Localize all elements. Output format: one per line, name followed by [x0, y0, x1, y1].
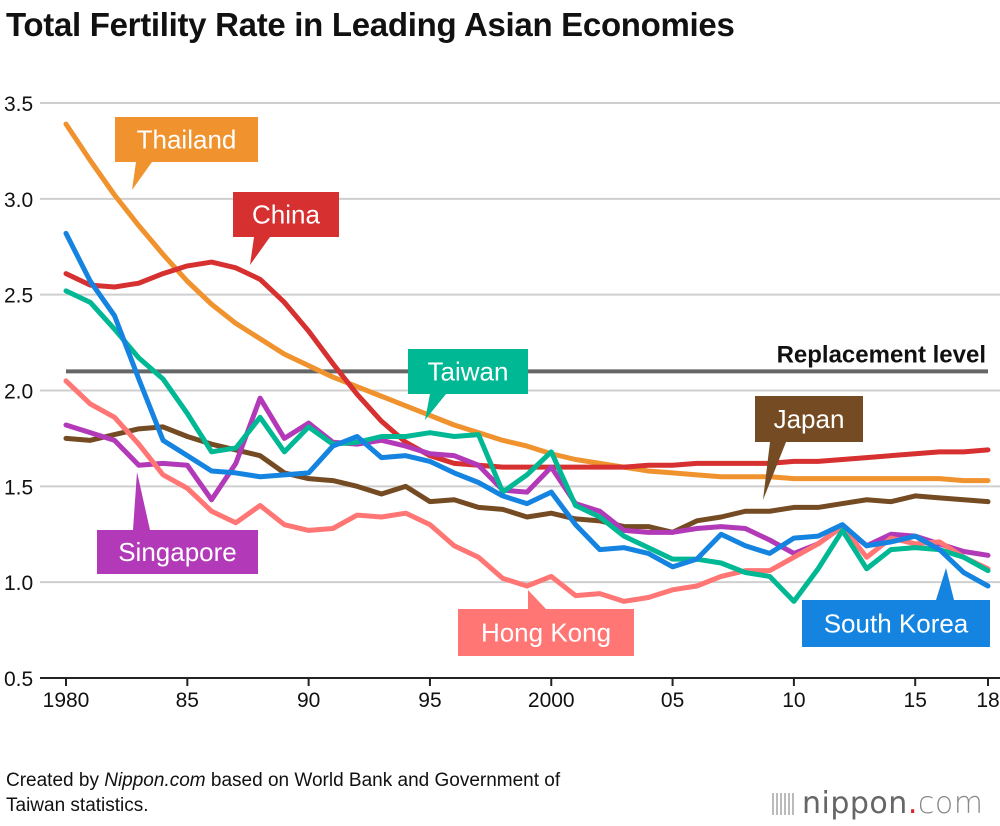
legend-label-thailand: Thailand [137, 125, 237, 155]
callout-box [97, 530, 258, 574]
y-tick-label: 3.5 [4, 93, 33, 116]
callout-south-korea: South Korea [802, 568, 990, 647]
callout-singapore: Singapore [97, 472, 258, 574]
series-line-hong-kong [63, 378, 991, 604]
y-tick-label: 3.0 [4, 189, 33, 212]
y-tick-label: 1.5 [4, 476, 33, 499]
x-tick-label: 1980 [43, 689, 90, 712]
callout-pointer [132, 162, 152, 190]
callout-pointer [425, 394, 446, 420]
callout-pointer [763, 442, 786, 500]
series-line-china [63, 259, 991, 470]
x-tick-label: 18 [976, 689, 999, 712]
callout-china: China [233, 192, 339, 265]
callout-box [233, 192, 339, 237]
x-tick-label: 95 [418, 689, 441, 712]
legend-label-hong-kong: Hong Kong [481, 618, 611, 648]
y-tick-label: 2.0 [4, 381, 33, 404]
legend-label-china: China [252, 200, 320, 230]
y-tick-label: 0.5 [4, 668, 33, 691]
x-tick-label: 2000 [528, 689, 575, 712]
callout-japan: Japan [755, 396, 863, 500]
callout-box [802, 600, 990, 647]
legend-label-singapore: Singapore [118, 537, 237, 567]
callout-pointer [133, 472, 150, 530]
legend-label-taiwan: Taiwan [428, 357, 509, 387]
y-tick-label: 2.5 [4, 285, 33, 308]
x-tick-label: 90 [297, 689, 320, 712]
series-line-taiwan [63, 288, 991, 604]
callout-pointer [528, 590, 546, 609]
callout-box [115, 117, 258, 162]
series-line-south-korea [63, 230, 991, 589]
logo-dot: . [907, 786, 918, 821]
x-tick-label: 05 [661, 689, 684, 712]
source-note: Created by Nippon.com based on World Ban… [6, 768, 560, 818]
legend-label-south-korea: South Korea [824, 609, 969, 639]
legend-label-japan: Japan [774, 404, 845, 434]
series-line-thailand [63, 121, 991, 484]
logo-bars-icon [772, 793, 794, 815]
source-prefix: Created by [6, 770, 105, 791]
x-tick-label: 85 [176, 689, 199, 712]
series-line-japan [63, 424, 991, 535]
logo-tld: com [917, 786, 984, 821]
source-line2: Taiwan statistics. [6, 795, 149, 816]
callout-box [755, 396, 863, 442]
x-tick-label: 10 [782, 689, 805, 712]
logo-name: nippon [802, 786, 908, 821]
chart-title: Total Fertility Rate in Leading Asian Ec… [6, 6, 735, 43]
callout-pointer [936, 568, 954, 600]
y-tick-label: 1.0 [4, 572, 33, 595]
source-suffix: based on World Bank and Government of [205, 770, 561, 791]
callout-box [408, 349, 528, 394]
callout-taiwan: Taiwan [408, 349, 528, 420]
callout-thailand: Thailand [115, 117, 258, 190]
x-tick-label: 15 [904, 689, 927, 712]
callout-hong-kong: Hong Kong [458, 590, 634, 656]
replacement-level-label: Replacement level [777, 341, 986, 368]
source-brand: Nippon.com [104, 770, 206, 791]
nippon-logo: nippon.com [772, 786, 983, 821]
callout-pointer [250, 237, 270, 265]
callout-box [458, 609, 634, 656]
